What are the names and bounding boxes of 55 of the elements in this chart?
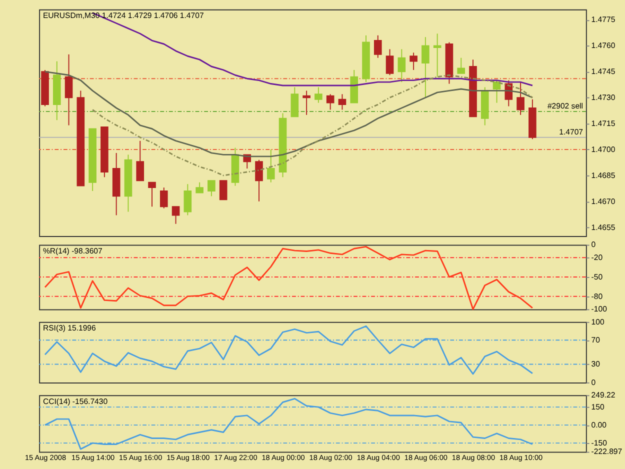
candlestick (326, 94, 334, 110)
y-tick-label: 0.00 (591, 420, 608, 430)
candlestick (160, 187, 168, 209)
candlestick (386, 48, 394, 76)
candlestick (516, 82, 524, 116)
candlestick (374, 34, 382, 58)
y-tick-label: 1.4760 (591, 41, 616, 50)
candlestick (64, 54, 73, 126)
y-tick-label: 1.4685 (591, 170, 616, 180)
y-tick-label: 1.4775 (591, 15, 616, 24)
chart-title: CCI(14) -156.7430 (42, 396, 108, 406)
y-tick-label: 150 (591, 402, 605, 412)
candlestick (255, 159, 263, 202)
candlestick (302, 90, 310, 116)
candlestick (208, 180, 216, 197)
candlestick (184, 184, 192, 216)
y-tick-label: -20 (591, 253, 604, 262)
chart-title: %R(14) -98.3607 (42, 246, 102, 256)
y-tick-label: -222.897 (591, 447, 622, 456)
line-series (44, 246, 534, 310)
candlestick (148, 182, 156, 208)
y-tick-label: -80 (591, 292, 604, 301)
candlestick (422, 36, 430, 98)
y-tick-label: -50 (591, 272, 604, 282)
y-tick-label: -100 (591, 304, 608, 314)
candlestick (433, 33, 442, 78)
y-tick-label: 0 (591, 378, 596, 387)
y-tick-label: 1.4745 (591, 67, 616, 76)
candlestick (457, 57, 466, 74)
candlestick (398, 48, 406, 83)
y-tick-label: 1.4700 (591, 144, 616, 154)
y-tick-label: 1.4670 (591, 196, 616, 206)
ref-line-label: #2902 sell (547, 102, 584, 111)
candlestick (136, 140, 144, 182)
candlestick (290, 86, 299, 118)
candlestick (314, 86, 322, 104)
candlestick (492, 80, 501, 104)
chart-title: RSI(3) 15.1996 (42, 324, 96, 333)
chart-title: EURUSDm,M30 1.4724 1.4729 1.4706 1.4707 (42, 11, 204, 20)
candlestick (266, 149, 275, 183)
y-tick-label: 70 (591, 336, 601, 345)
y-tick-label: 100 (591, 317, 605, 326)
y-tick-label: 1.4715 (591, 119, 616, 128)
y-tick-label: 1.4655 (591, 222, 616, 232)
candlestick (196, 182, 204, 194)
candlestick (172, 206, 180, 224)
y-tick-label: 249.22 (591, 390, 616, 400)
y-tick-label: 1.4730 (591, 93, 616, 102)
y-tick-label: 30 (591, 360, 601, 369)
ref-line-label: 1.4707 (559, 127, 584, 136)
y-tick-label: 0 (591, 240, 596, 250)
candlestick (338, 94, 346, 110)
candlestick (219, 180, 228, 200)
y-tick-label: -150 (591, 438, 608, 448)
candlestick (410, 52, 418, 70)
